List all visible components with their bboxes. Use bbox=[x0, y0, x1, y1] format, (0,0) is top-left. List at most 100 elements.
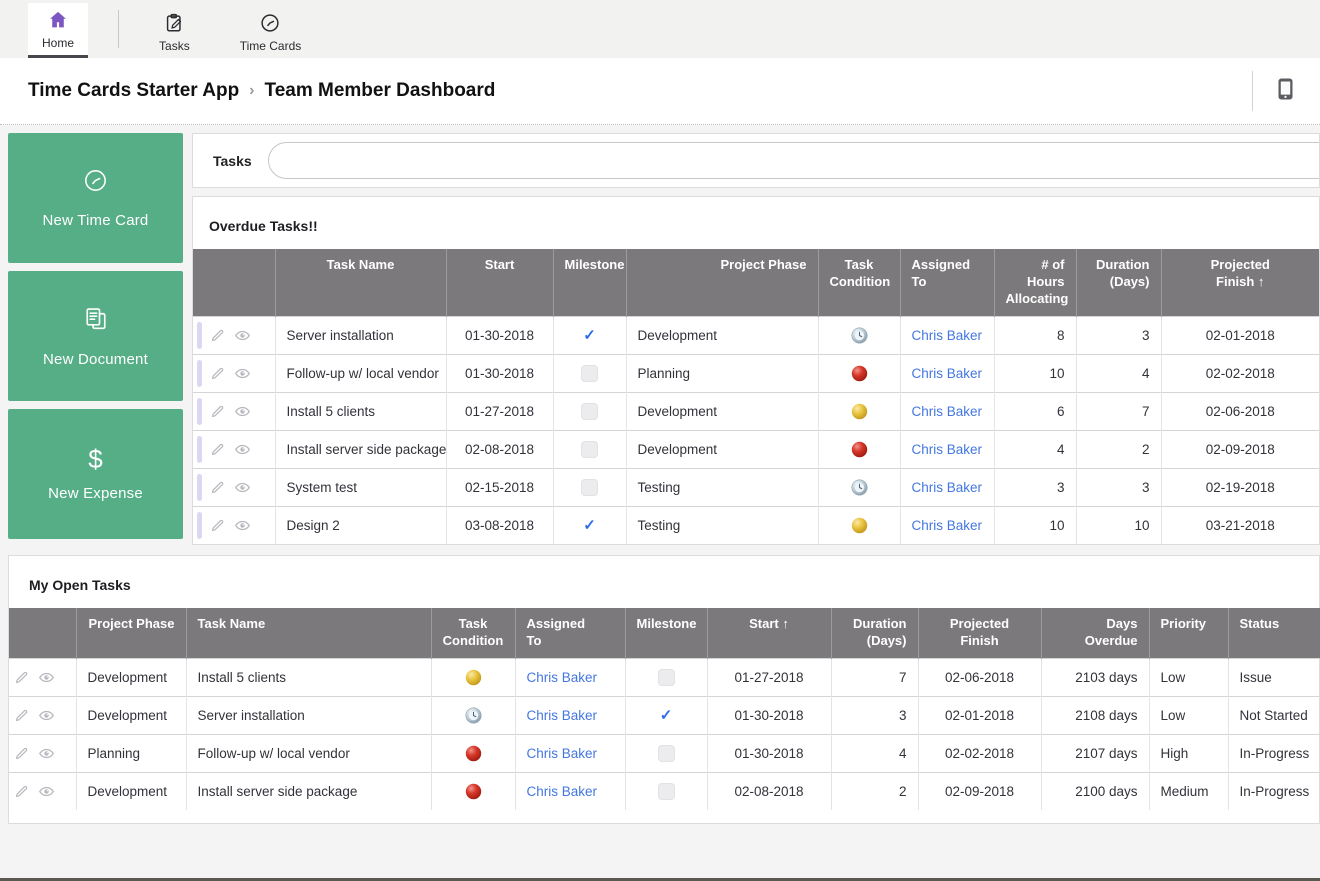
milestone-check-icon: ✓ bbox=[583, 327, 596, 344]
cell-start: 01-27-2018 bbox=[446, 392, 553, 430]
tab-home[interactable]: Home bbox=[28, 3, 88, 58]
column-header-start-[interactable]: Start ↑ bbox=[707, 608, 831, 658]
column-header-duration-days-[interactable]: Duration (Days) bbox=[831, 608, 918, 658]
cell-task_name: Install 5 clients bbox=[186, 658, 431, 696]
view-eye-icon[interactable] bbox=[37, 707, 56, 724]
new-time-card-label: New Time Card bbox=[43, 212, 149, 229]
cell-milestone bbox=[553, 430, 626, 468]
cell-assigned_to: Chris Baker bbox=[900, 354, 994, 392]
edit-pencil-icon[interactable] bbox=[209, 365, 226, 382]
view-eye-icon[interactable] bbox=[37, 669, 56, 686]
assigned-to-link[interactable]: Chris Baker bbox=[527, 670, 598, 685]
dollar-icon: $ bbox=[88, 446, 102, 472]
column-header-assigned-to[interactable]: Assigned To bbox=[900, 249, 994, 316]
cell-task_name: Design 2 bbox=[275, 506, 446, 544]
view-eye-icon[interactable] bbox=[233, 365, 252, 382]
new-expense-button[interactable]: $ New Expense bbox=[8, 409, 183, 539]
column-header-project-phase[interactable]: Project Phase bbox=[76, 608, 186, 658]
view-eye-icon[interactable] bbox=[233, 479, 252, 496]
column-header-duration-days-[interactable]: Duration (Days) bbox=[1076, 249, 1161, 316]
view-eye-icon[interactable] bbox=[37, 783, 56, 800]
cell-task_name: Follow-up w/ local vendor bbox=[275, 354, 446, 392]
cell-milestone bbox=[625, 772, 707, 810]
tasks-search-input[interactable] bbox=[268, 142, 1320, 179]
column-header-milestone[interactable]: Milestone bbox=[625, 608, 707, 658]
cell-task_name: Server installation bbox=[275, 316, 446, 354]
cell-priority: High bbox=[1149, 734, 1228, 772]
edit-pencil-icon[interactable] bbox=[209, 403, 226, 420]
assigned-to-link[interactable]: Chris Baker bbox=[912, 328, 983, 343]
new-time-card-button[interactable]: New Time Card bbox=[8, 133, 183, 263]
view-eye-icon[interactable] bbox=[233, 327, 252, 344]
tab-time-cards[interactable]: Time Cards bbox=[226, 6, 316, 58]
cell-project_phase: Testing bbox=[626, 506, 818, 544]
column-header-project-phase[interactable]: Project Phase bbox=[626, 249, 818, 316]
milestone-checkbox bbox=[581, 479, 598, 496]
cell-task_condition bbox=[818, 392, 900, 430]
assigned-to-link[interactable]: Chris Baker bbox=[527, 746, 598, 761]
column-header-task-condition[interactable]: Task Condition bbox=[431, 608, 515, 658]
assigned-to-link[interactable]: Chris Baker bbox=[912, 518, 983, 533]
edit-pencil-icon[interactable] bbox=[13, 707, 30, 724]
column-header-days-overdue[interactable]: Days Overdue bbox=[1041, 608, 1149, 658]
assigned-to-link[interactable]: Chris Baker bbox=[527, 708, 598, 723]
cell-projected_finish: 02-02-2018 bbox=[918, 734, 1041, 772]
column-header-milestone[interactable]: Milestone bbox=[553, 249, 626, 316]
edit-pencil-icon[interactable] bbox=[13, 669, 30, 686]
mobile-phone-icon[interactable] bbox=[1275, 76, 1296, 107]
breadcrumb: Time Cards Starter App › Team Member Das… bbox=[0, 58, 1320, 125]
edit-pencil-icon[interactable] bbox=[209, 517, 226, 534]
red-ball-condition-icon bbox=[830, 365, 889, 382]
row-actions-cell bbox=[9, 734, 76, 772]
edit-pencil-icon[interactable] bbox=[13, 745, 30, 762]
view-eye-icon[interactable] bbox=[233, 403, 252, 420]
cell-project_phase: Planning bbox=[626, 354, 818, 392]
assigned-to-link[interactable]: Chris Baker bbox=[527, 784, 598, 799]
column-header-task-condition[interactable]: Task Condition bbox=[818, 249, 900, 316]
milestone-check-icon: ✓ bbox=[660, 707, 673, 724]
cell-duration: 7 bbox=[831, 658, 918, 696]
assigned-to-link[interactable]: Chris Baker bbox=[912, 366, 983, 381]
column-header-#-of-hours-allocating[interactable]: # of Hours Allocating bbox=[994, 249, 1076, 316]
edit-pencil-icon[interactable] bbox=[209, 479, 226, 496]
cell-projected_finish: 02-02-2018 bbox=[1161, 354, 1319, 392]
assigned-to-link[interactable]: Chris Baker bbox=[912, 404, 983, 419]
milestone-checkbox bbox=[658, 783, 675, 800]
column-header-projected-finish-[interactable]: Projected Finish ↑ bbox=[1161, 249, 1319, 316]
column-header-actions bbox=[9, 608, 76, 658]
row-actions-cell bbox=[9, 772, 76, 810]
cell-start: 01-30-2018 bbox=[446, 354, 553, 392]
cell-task_condition bbox=[431, 658, 515, 696]
view-eye-icon[interactable] bbox=[233, 517, 252, 534]
tab-tasks[interactable]: Tasks bbox=[145, 6, 204, 58]
assigned-to-link[interactable]: Chris Baker bbox=[912, 442, 983, 457]
red-ball-condition-icon bbox=[443, 783, 504, 800]
column-header-projected-finish[interactable]: Projected Finish bbox=[918, 608, 1041, 658]
column-header-start[interactable]: Start bbox=[446, 249, 553, 316]
record-indicator-bar bbox=[197, 474, 202, 501]
cell-milestone bbox=[625, 658, 707, 696]
edit-pencil-icon[interactable] bbox=[13, 783, 30, 800]
column-header-assigned-to[interactable]: Assigned To bbox=[515, 608, 625, 658]
column-header-task-name[interactable]: Task Name bbox=[186, 608, 431, 658]
cell-projected_finish: 02-06-2018 bbox=[918, 658, 1041, 696]
column-header-status[interactable]: Status bbox=[1228, 608, 1320, 658]
page-title: Team Member Dashboard bbox=[265, 80, 496, 102]
edit-pencil-icon[interactable] bbox=[209, 441, 226, 458]
column-header-priority[interactable]: Priority bbox=[1149, 608, 1228, 658]
view-eye-icon[interactable] bbox=[37, 745, 56, 762]
edit-pencil-icon[interactable] bbox=[209, 327, 226, 344]
cell-assigned_to: Chris Baker bbox=[515, 696, 625, 734]
record-indicator-bar bbox=[197, 322, 202, 349]
breadcrumb-app-name[interactable]: Time Cards Starter App bbox=[28, 80, 239, 102]
column-header-task-name[interactable]: Task Name bbox=[275, 249, 446, 316]
new-expense-label: New Expense bbox=[48, 485, 143, 502]
assigned-to-link[interactable]: Chris Baker bbox=[912, 480, 983, 495]
record-indicator-bar bbox=[197, 360, 202, 387]
new-document-button[interactable]: New Document bbox=[8, 271, 183, 401]
row-actions-cell bbox=[193, 506, 275, 544]
home-icon bbox=[47, 9, 69, 31]
cell-projected_finish: 02-01-2018 bbox=[918, 696, 1041, 734]
cell-task_condition bbox=[431, 734, 515, 772]
view-eye-icon[interactable] bbox=[233, 441, 252, 458]
